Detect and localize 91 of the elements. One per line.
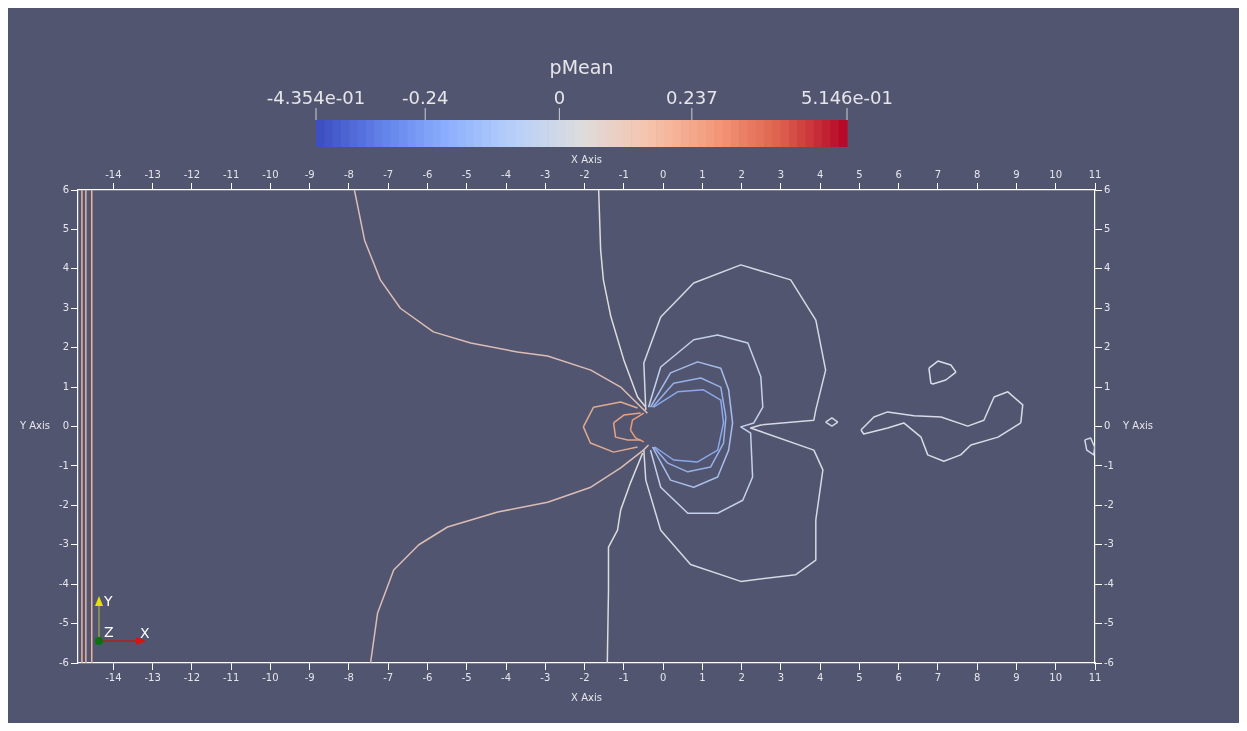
y-tick-label: -2: [59, 498, 69, 510]
x-tick-label: -6: [422, 671, 433, 683]
x-tick-label: -3: [540, 671, 551, 683]
y2-tick-label: 1: [1104, 380, 1111, 392]
x-tick-label: -5: [461, 671, 472, 683]
x2-tick-label: 8: [974, 168, 981, 180]
x2-tick-label: -14: [105, 168, 122, 180]
y2-tick-label: -2: [1104, 498, 1114, 510]
y2-tick-label: -6: [1104, 656, 1114, 668]
y-tick-label: -5: [59, 617, 69, 629]
y2-tick-label: 0: [1104, 420, 1111, 432]
color-bar-label: 0: [553, 87, 566, 108]
color-bar-label: 0.237: [666, 87, 718, 108]
x-tick-label: 9: [1013, 671, 1020, 683]
y2-tick-label: -3: [1104, 538, 1114, 550]
x2-tick-label: 0: [659, 168, 667, 180]
x2-tick-label: -3: [540, 168, 551, 180]
annotation: X: [140, 625, 150, 641]
x-tick-label: 7: [934, 671, 942, 683]
y2-tick-label: 6: [1104, 183, 1111, 195]
x2-tick-label: -12: [183, 168, 201, 180]
x-tick-label: -11: [222, 671, 240, 683]
x-tick-label: -10: [262, 671, 279, 683]
y2-axis-title: Y Axis: [1122, 420, 1154, 432]
x-tick-label: 6: [895, 671, 902, 683]
y-tick-label: 1: [62, 380, 69, 392]
x2-tick-label: -11: [222, 168, 240, 180]
color-bar-label: 5.146e-01: [800, 87, 894, 108]
x-tick-label: 3: [777, 671, 785, 683]
x2-tick-label: 9: [1013, 168, 1020, 180]
x-tick-label: -2: [579, 671, 590, 683]
x2-tick-label: -6: [422, 168, 433, 180]
y-tick-label: 2: [62, 341, 69, 353]
x-tick-label: 4: [816, 671, 824, 683]
y2-tick-label: 4: [1104, 262, 1111, 274]
x-axis-title: X Axis: [571, 691, 602, 703]
y-tick-label: 4: [62, 262, 69, 274]
x2-tick-label: -8: [343, 168, 354, 180]
x2-tick-label: 3: [777, 168, 785, 180]
color-bar-label: -4.354e-01: [266, 87, 366, 108]
x2-tick-label: -9: [304, 168, 315, 180]
color-bar-label: -0.24: [401, 87, 449, 108]
y-tick-label: 5: [62, 223, 69, 235]
y2-tick-label: -1: [1104, 459, 1114, 471]
x2-tick-label: 6: [895, 168, 902, 180]
x2-tick-label: 11: [1088, 168, 1102, 180]
y2-tick-label: -5: [1104, 617, 1114, 629]
x-tick-label: -4: [501, 671, 511, 683]
x2-tick-label: 5: [856, 168, 863, 180]
y2-tick-label: 2: [1104, 341, 1111, 353]
y-tick-label: 6: [62, 183, 69, 195]
y-tick-label: 3: [62, 301, 69, 313]
x-tick-label: -8: [343, 671, 354, 683]
x-tick-label: 11: [1088, 671, 1102, 683]
x2-tick-label: 10: [1049, 168, 1063, 180]
annotation: Z: [104, 624, 114, 640]
x-tick-label: 5: [856, 671, 863, 683]
color-bar-title: pMean: [549, 56, 614, 78]
y-axis-title: Y Axis: [18, 420, 50, 432]
y-tick-label: -4: [59, 577, 69, 589]
x2-tick-label: -13: [144, 168, 161, 180]
annotation: Y: [103, 593, 113, 609]
y-tick-label: -6: [59, 656, 69, 668]
y2-tick-label: 5: [1104, 223, 1111, 235]
x2-tick-label: 7: [934, 168, 942, 180]
y2-tick-label: -4: [1104, 577, 1114, 589]
x2-tick-label: -5: [461, 168, 472, 180]
x-tick-label: 8: [974, 671, 981, 683]
x2-tick-label: 2: [738, 168, 745, 180]
x2-tick-label: -1: [618, 168, 629, 180]
y2-tick-label: 3: [1104, 301, 1111, 313]
x2-tick-label: -10: [262, 168, 279, 180]
x-tick-label: 0: [659, 671, 667, 683]
x2-axis-title: X Axis: [571, 153, 602, 165]
x2-tick-label: 1: [699, 168, 706, 180]
y-tick-label: -3: [59, 538, 69, 550]
y-tick-label: -1: [59, 459, 69, 471]
x2-tick-label: -7: [383, 168, 394, 180]
x2-tick-label: 4: [816, 168, 824, 180]
x2-tick-label: -4: [501, 168, 511, 180]
x-tick-label: -9: [304, 671, 315, 683]
y-tick-label: 0: [62, 420, 69, 432]
x-tick-label: 1: [699, 671, 706, 683]
x2-tick-label: -2: [579, 168, 590, 180]
x-tick-label: -14: [105, 671, 122, 683]
x-tick-label: -13: [144, 671, 161, 683]
x-tick-label: 2: [738, 671, 745, 683]
x-tick-label: -7: [383, 671, 394, 683]
x-tick-label: -12: [183, 671, 201, 683]
x-tick-label: -1: [618, 671, 629, 683]
x-tick-label: 10: [1049, 671, 1063, 683]
